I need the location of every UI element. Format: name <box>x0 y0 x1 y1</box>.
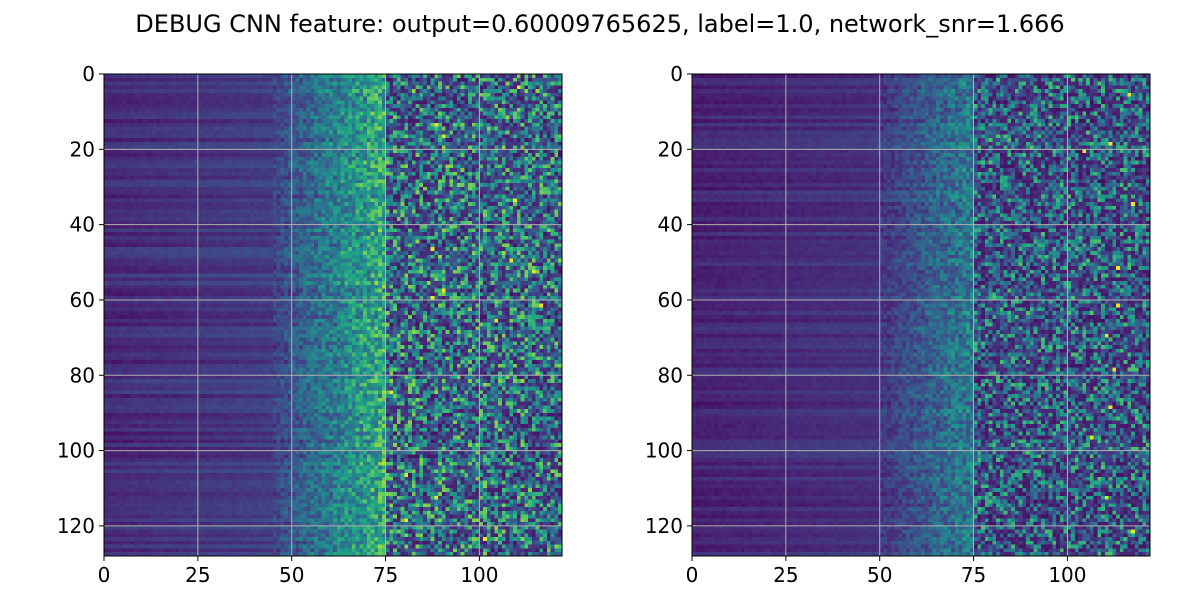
x-tick-label: 100 <box>460 563 498 587</box>
y-tick-label: 0 <box>82 62 95 86</box>
x-tick-label: 50 <box>867 563 892 587</box>
heatmap-panel-1: 0 25 50 75 100 0 20 40 60 80 100 120 <box>57 62 563 587</box>
heatmap-image-2 <box>692 74 1150 556</box>
y-tick-label: 100 <box>57 439 95 463</box>
x-tick-label: 75 <box>961 563 986 587</box>
x-tick-label: 25 <box>185 563 210 587</box>
y-tick-label: 60 <box>70 288 95 312</box>
y-tick-label: 40 <box>70 213 95 237</box>
chart-title: DEBUG CNN feature: output=0.60009765625,… <box>135 10 1064 38</box>
y-tick-label: 20 <box>658 137 683 161</box>
panels: 0 25 50 75 100 0 20 40 60 80 100 120 0 25 50 75 100 0 20 40… <box>57 62 1151 587</box>
y-tick-label: 60 <box>658 288 683 312</box>
y-tick-label: 120 <box>57 514 95 538</box>
y-tick-label: 80 <box>658 363 683 387</box>
x-tick-label: 25 <box>773 563 798 587</box>
y-tick-label: 40 <box>658 213 683 237</box>
x-tick-label: 0 <box>686 563 699 587</box>
axes-frame <box>103 73 563 557</box>
x-tick-label: 75 <box>373 563 398 587</box>
heatmap-panel-2: 0 25 50 75 100 0 20 40 60 80 100 120 <box>645 62 1151 587</box>
y-tick-label: 20 <box>70 137 95 161</box>
y-tick-label: 120 <box>645 514 683 538</box>
y-tick-label: 100 <box>645 439 683 463</box>
heatmap-image-1 <box>104 74 562 556</box>
x-tick-label: 100 <box>1048 563 1086 587</box>
x-tick-label: 0 <box>98 563 111 587</box>
x-tick-label: 50 <box>279 563 304 587</box>
axes-frame <box>691 73 1151 557</box>
y-tick-label: 0 <box>670 62 683 86</box>
y-tick-label: 80 <box>70 363 95 387</box>
